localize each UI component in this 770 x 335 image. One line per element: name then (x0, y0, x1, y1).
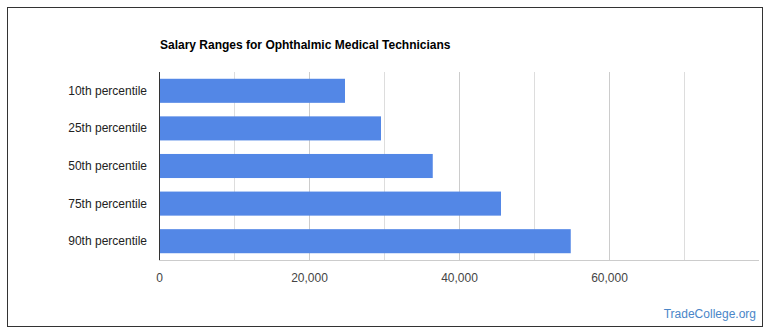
tick-label: 0 (156, 271, 163, 285)
bar (160, 79, 345, 103)
bar (160, 229, 571, 253)
tick-label: 20,000 (291, 271, 328, 285)
x-axis-line (159, 260, 759, 261)
tick-label: 40,000 (441, 271, 478, 285)
bar (160, 116, 381, 140)
grid-line (609, 72, 610, 260)
annotation: TradeCollege.org (664, 307, 756, 321)
category-label: 10th percentile (68, 84, 147, 98)
category-label: 75th percentile (68, 197, 147, 211)
tick-label: 60,000 (591, 271, 628, 285)
category-label: 50th percentile (68, 159, 147, 173)
grid-line (159, 72, 160, 260)
title: Salary Ranges for Ophthalmic Medical Tec… (160, 38, 451, 52)
bars (160, 79, 571, 253)
minor-grid-line (684, 72, 685, 260)
category-label: 90th percentile (68, 234, 147, 248)
category-label: 25th percentile (68, 121, 147, 135)
frame (8, 8, 763, 327)
chart: Salary Ranges for Ophthalmic Medical Tec… (0, 0, 770, 335)
bar (160, 192, 501, 216)
bar (160, 154, 433, 178)
